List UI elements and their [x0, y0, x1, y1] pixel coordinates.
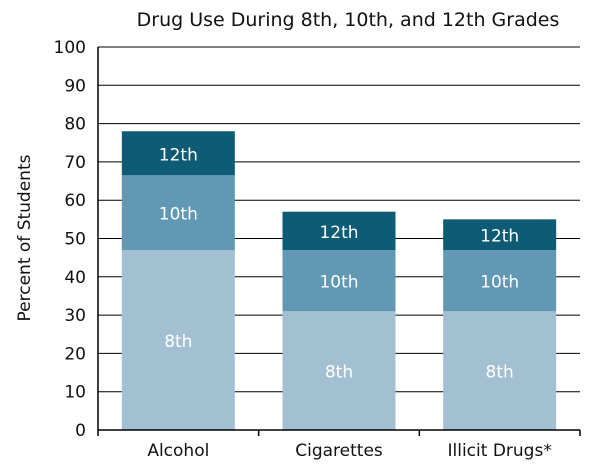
segment-label: 12th [159, 145, 198, 165]
bar-segment [443, 311, 557, 430]
y-tick-label: 0 [75, 421, 86, 441]
segment-label: 8th [325, 363, 353, 383]
y-tick-label: 10 [64, 383, 86, 403]
y-tick-label: 80 [64, 115, 86, 135]
bar-segment [121, 249, 235, 430]
segment-label: 10th [480, 273, 519, 293]
y-axis-title: Percent of Students [15, 154, 35, 321]
bar-segment [282, 211, 396, 250]
y-tick-label: 70 [64, 153, 86, 173]
bar-segment [282, 311, 396, 430]
y-tick-label: 40 [64, 268, 86, 288]
y-tick-label: 30 [64, 306, 86, 326]
y-tick-label: 20 [64, 344, 86, 364]
segment-label: 8th [486, 363, 514, 383]
segment-label: 12th [480, 227, 519, 247]
y-tick-label: 50 [64, 230, 86, 250]
axes [97, 47, 581, 436]
bar-segment [121, 175, 235, 250]
bar-segment [282, 249, 396, 312]
chart-title: Drug Use During 8th, 10th, and 12th Grad… [137, 9, 560, 31]
y-tick-label: 60 [64, 191, 86, 211]
segment-label: 12th [319, 223, 358, 243]
y-tick-label: 100 [54, 38, 86, 58]
x-category-label: Cigarettes [295, 441, 383, 461]
segment-label: 10th [319, 273, 358, 293]
bars [121, 131, 557, 430]
x-category-label: Alcohol [147, 441, 209, 461]
segment-label: 8th [164, 332, 192, 352]
bar-segment [443, 219, 557, 250]
y-tick-label: 90 [64, 76, 86, 96]
x-category-label: Illicit Drugs* [448, 441, 552, 461]
bar-segment [121, 131, 235, 176]
segment-label: 10th [159, 205, 198, 225]
labels: 0 10 20 30 40 50 60 70 80 90 100 8th 10th 12th Alcohol… [54, 38, 552, 461]
bar-segment [443, 249, 557, 312]
